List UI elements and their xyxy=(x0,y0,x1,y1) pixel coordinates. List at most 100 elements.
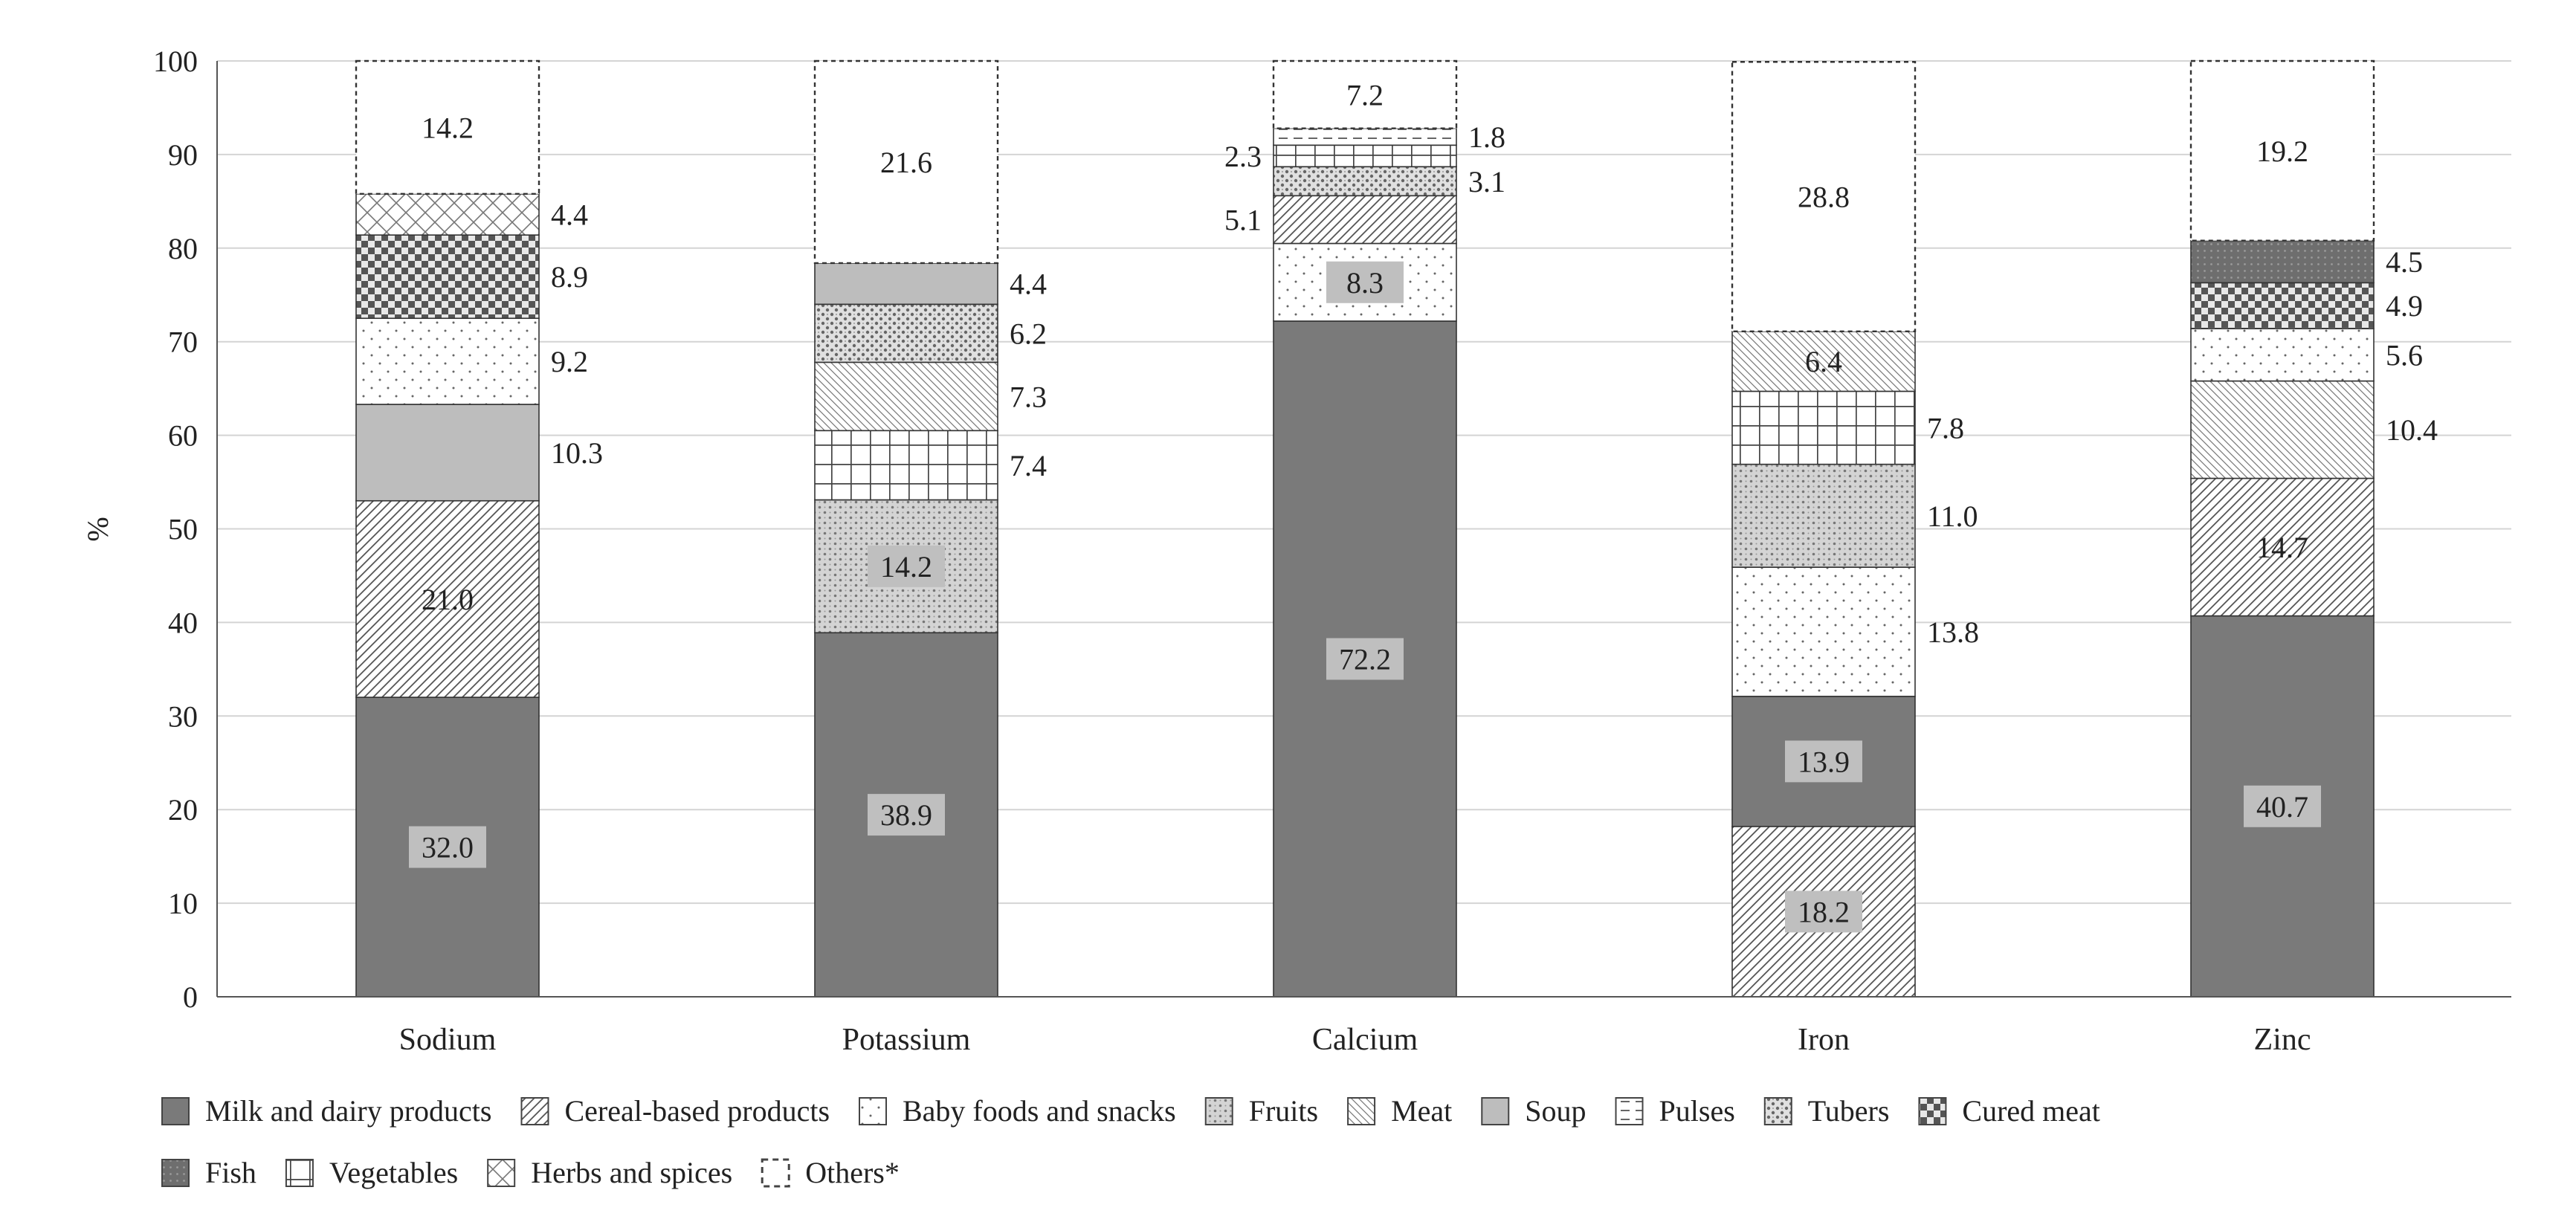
bar-potassium-soup xyxy=(814,262,998,306)
data-label: 4.4 xyxy=(551,198,588,231)
data-label: 8.3 xyxy=(1346,266,1384,300)
y-tick-label: 90 xyxy=(168,138,198,172)
data-label: 32.0 xyxy=(422,831,474,864)
data-label: 7.3 xyxy=(1010,380,1047,413)
data-label: 11.0 xyxy=(1927,500,1978,533)
y-tick-label: 30 xyxy=(168,699,198,733)
data-label: 13.9 xyxy=(1798,745,1850,778)
bar-calcium-tubers xyxy=(1273,166,1457,197)
legend-swatch-others xyxy=(761,1158,790,1188)
data-label: 72.2 xyxy=(1339,643,1391,676)
data-label: 7.4 xyxy=(1010,449,1047,482)
data-label: 7.8 xyxy=(1927,412,1964,445)
bar-potassium-vegetables xyxy=(814,430,998,501)
legend-swatch-tubers xyxy=(1763,1097,1792,1125)
bar-sodium-others xyxy=(355,59,540,195)
data-label: 21.6 xyxy=(880,146,932,179)
data-label: 38.9 xyxy=(880,798,932,832)
data-label-box xyxy=(1785,890,1862,933)
data-label: 4.5 xyxy=(2386,245,2423,279)
legend-swatch-soup xyxy=(1481,1097,1510,1125)
y-tick-label: 100 xyxy=(153,45,198,78)
legend-swatch-cereal-based-products xyxy=(520,1097,549,1125)
data-label: 28.8 xyxy=(1798,181,1850,214)
data-label: 6.4 xyxy=(1805,345,1842,378)
legend-label-others: Others* xyxy=(805,1156,900,1189)
x-tick-label: Potassium xyxy=(842,1023,971,1057)
legend-label-meat: Meat xyxy=(1391,1094,1452,1128)
bar-sodium-baby-foods-and-snacks xyxy=(355,317,540,405)
y-tick-label: 50 xyxy=(168,513,198,546)
legend-swatch-herbs-and-spices xyxy=(487,1159,516,1187)
y-tick-label: 0 xyxy=(183,980,198,1014)
data-label-box xyxy=(409,826,486,868)
bar-sodium-cereal-based-products xyxy=(355,500,540,698)
y-tick-label: 80 xyxy=(168,232,198,265)
y-tick-label: 40 xyxy=(168,606,198,639)
data-label-box xyxy=(2244,785,2321,827)
bar-sodium-soup xyxy=(355,404,540,502)
bar-sodium-cured-meat xyxy=(355,234,540,320)
data-label: 1.8 xyxy=(1468,120,1505,154)
data-label: 21.0 xyxy=(422,583,474,616)
bar-zinc-fish xyxy=(2190,239,2375,284)
bar-calcium-cereal-based-products xyxy=(1273,195,1457,245)
data-label: 13.8 xyxy=(1927,615,1979,649)
legend-swatch-meat xyxy=(1347,1097,1376,1125)
legend-swatch-baby-foods-and-snacks xyxy=(859,1097,888,1125)
data-label-box xyxy=(1326,261,1404,303)
data-label: 19.2 xyxy=(2256,135,2308,168)
data-label-box xyxy=(1326,638,1404,680)
legend-swatch-fish xyxy=(161,1159,190,1187)
y-axis-title: % xyxy=(81,517,114,541)
y-tick-label: 70 xyxy=(168,326,198,359)
bar-calcium-vegetables xyxy=(1273,144,1457,168)
x-tick-label: Calcium xyxy=(1312,1023,1418,1057)
data-label: 14.7 xyxy=(2256,531,2308,564)
data-label: 10.3 xyxy=(551,436,603,470)
bar-iron-baby-foods-and-snacks xyxy=(1731,566,1916,697)
data-label: 5.1 xyxy=(1224,203,1262,236)
data-label: 5.6 xyxy=(2386,338,2423,372)
data-label: 18.2 xyxy=(1798,895,1850,928)
bar-potassium-meat xyxy=(814,361,998,432)
legend-swatch-fruits xyxy=(1204,1097,1233,1125)
bar-iron-vegetables xyxy=(1731,390,1916,465)
x-tick-label: Iron xyxy=(1798,1023,1850,1057)
bar-sodium-herbs-and-spices xyxy=(355,193,540,236)
bar-iron-others xyxy=(1731,61,1917,333)
legend-label-pulses: Pulses xyxy=(1659,1094,1735,1128)
bar-zinc-others xyxy=(2189,59,2375,242)
legend-label-cured-meat: Cured meat xyxy=(1962,1094,2100,1128)
data-label: 40.7 xyxy=(2256,790,2308,824)
legend-label-herbs-and-spices: Herbs and spices xyxy=(531,1156,732,1189)
data-label: 14.2 xyxy=(880,550,932,583)
legend-swatch-cured-meat xyxy=(1918,1097,1947,1125)
legend-label-vegetables: Vegetables xyxy=(329,1156,458,1189)
legend-label-soup: Soup xyxy=(1525,1094,1586,1128)
bar-zinc-meat xyxy=(2190,380,2375,479)
legend-swatch-milk-and-dairy-products xyxy=(161,1097,190,1125)
legend-label-baby-foods-and-snacks: Baby foods and snacks xyxy=(903,1094,1176,1128)
data-label: 3.1 xyxy=(1468,165,1505,198)
data-label: 4.4 xyxy=(1010,268,1047,301)
data-label: 14.2 xyxy=(422,111,474,144)
data-label-box xyxy=(1785,740,1862,783)
legend-swatch-pulses xyxy=(1615,1097,1644,1125)
legend-label-fish: Fish xyxy=(205,1156,256,1189)
data-label: 7.2 xyxy=(1346,78,1384,111)
y-tick-label: 20 xyxy=(168,793,198,827)
bar-iron-fruits xyxy=(1731,463,1916,568)
bar-potassium-others xyxy=(813,59,999,265)
bar-zinc-cured-meat xyxy=(2190,282,2375,329)
legend-label-fruits: Fruits xyxy=(1249,1094,1318,1128)
bar-zinc-baby-foods-and-snacks xyxy=(2190,328,2375,382)
data-label: 4.9 xyxy=(2386,289,2423,323)
data-label: 10.4 xyxy=(2386,413,2438,447)
data-label-box xyxy=(868,794,945,836)
legend-label-milk-and-dairy-products: Milk and dairy products xyxy=(205,1094,492,1128)
data-label: 8.9 xyxy=(551,260,588,294)
data-label-box xyxy=(868,545,945,587)
legend-swatch-vegetables xyxy=(285,1159,314,1187)
